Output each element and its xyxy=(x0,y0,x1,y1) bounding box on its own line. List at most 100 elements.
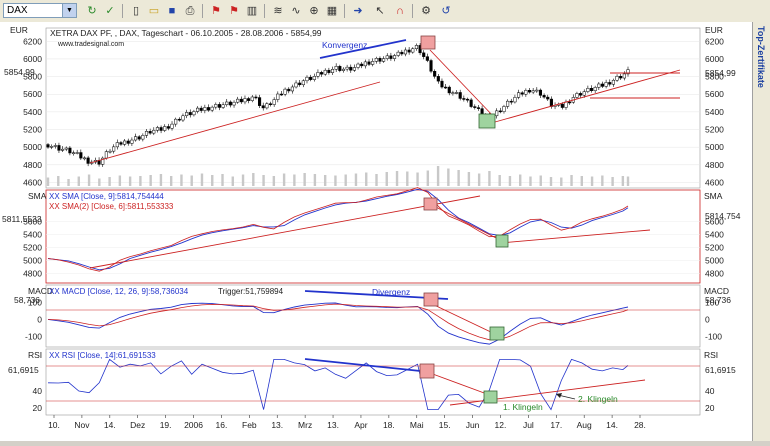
chart-canvas[interactable]: 6200 6200 6000 6000 5800 5800 5600 5600 5400 5400… xyxy=(0,22,752,441)
volume-bar xyxy=(98,178,101,186)
volume-bar xyxy=(149,175,152,186)
y-tick-label: 100 xyxy=(28,297,42,307)
last-value-right: 5854,99 xyxy=(705,68,736,78)
symbol-select[interactable]: DAX ▼ xyxy=(3,3,77,18)
volume-bar xyxy=(211,175,214,186)
save-icon[interactable]: ■ xyxy=(168,5,176,17)
price-trendline xyxy=(429,49,496,119)
sma-trendline xyxy=(429,203,501,241)
candle-body xyxy=(403,49,408,55)
candle-body xyxy=(188,112,192,116)
x-tick-label: 18. xyxy=(383,420,395,430)
x-tick-label: 28. xyxy=(634,420,646,430)
magnet-icon[interactable]: ∩ xyxy=(396,5,404,17)
toolbar-divider xyxy=(264,4,265,18)
candle-body xyxy=(462,98,466,100)
rsi-annotation-1: 1. Klingeln xyxy=(503,402,543,412)
candle-body xyxy=(210,106,214,111)
indicator-icon[interactable]: ∿ xyxy=(291,5,301,17)
flag-icon[interactable]: ⚑ xyxy=(211,5,221,17)
candle-body xyxy=(192,111,196,116)
volume-bar xyxy=(626,176,630,186)
candle-body xyxy=(502,106,506,112)
volume-bar xyxy=(365,172,368,186)
toolbar: DAX ▼ ↻ ✓ ▯ ▭ ■ ⎙ ⚑ ⚑ ▥ ≋ ∿ ⊕ ▦ ➜ ↖ ∩ ⚙ … xyxy=(0,0,770,23)
candle-body xyxy=(425,56,429,61)
candle-body xyxy=(108,150,112,153)
chart-area[interactable]: 6200 6200 6000 6000 5800 5800 5600 5600 5400 5400… xyxy=(0,22,752,441)
chart-type-icon[interactable]: ▥ xyxy=(246,5,258,17)
y-tick-label: 5000 xyxy=(705,255,724,265)
volume-bar xyxy=(529,176,532,186)
volume-bar xyxy=(169,176,173,186)
flag-icon[interactable]: ⚑ xyxy=(229,5,239,17)
toolbar-divider xyxy=(344,4,345,18)
candle-body xyxy=(166,126,170,129)
candle-body xyxy=(334,66,338,70)
candle-body xyxy=(316,72,320,77)
indicator-icon[interactable]: ≋ xyxy=(273,5,283,17)
side-panel[interactable]: Top-Zertifikate xyxy=(752,22,770,441)
top-marker xyxy=(423,292,439,307)
top-marker xyxy=(419,363,435,379)
cursor-icon[interactable]: ↖ xyxy=(375,5,385,17)
y-tick-label: 0 xyxy=(37,314,42,324)
volume-bar xyxy=(159,174,163,186)
volume-bar xyxy=(323,175,327,186)
zoom-icon[interactable]: ⊕ xyxy=(309,5,319,17)
volume-bar xyxy=(252,173,255,186)
x-tick-label: 13. xyxy=(271,420,283,430)
y-tick-label: 6200 xyxy=(705,36,724,46)
volume-bar xyxy=(447,168,450,186)
undo-icon[interactable]: ↺ xyxy=(441,5,451,17)
refresh-icon[interactable]: ↻ xyxy=(87,5,97,17)
volume-bar xyxy=(436,166,440,186)
candle-body xyxy=(451,92,455,94)
settings-icon[interactable]: ⚙ xyxy=(421,5,431,17)
candle-body xyxy=(411,48,415,53)
volume-bar xyxy=(508,176,512,186)
volume-bar xyxy=(303,173,306,186)
y-tick-label: 4800 xyxy=(23,160,42,170)
candle-body xyxy=(287,88,291,92)
candle-body xyxy=(57,145,61,151)
candle-body xyxy=(221,104,225,108)
x-tick-label: 13. xyxy=(327,420,339,430)
convergence-line xyxy=(319,39,407,59)
arrow-left-icon xyxy=(556,393,562,398)
y-tick-label: 5400 xyxy=(23,229,42,239)
rsi-label-left: RSI xyxy=(28,350,42,360)
y-tick-label: 4600 xyxy=(23,177,42,187)
candle-body xyxy=(433,71,437,77)
volume-bar xyxy=(467,172,471,186)
document-icon[interactable]: ▯ xyxy=(132,5,140,17)
volume-bar xyxy=(180,174,183,186)
volume-bar xyxy=(611,177,614,186)
candle-body xyxy=(258,97,262,106)
candle-body xyxy=(513,97,517,103)
candle-body xyxy=(604,82,608,87)
sma-line-6 xyxy=(47,187,629,272)
y-tick-label: 4600 xyxy=(705,177,724,187)
candle-body xyxy=(447,86,451,94)
x-tick-label: Aug xyxy=(577,420,592,430)
toolbar-divider xyxy=(412,4,413,18)
candle-body xyxy=(133,136,138,141)
volume-bar xyxy=(416,172,419,186)
candle-body xyxy=(232,101,236,106)
volume-bar xyxy=(139,176,142,186)
volume-bar xyxy=(282,173,286,186)
volume-bar xyxy=(498,175,501,186)
candle-body xyxy=(535,89,539,92)
chart-type-icon[interactable]: ▦ xyxy=(326,5,338,17)
open-icon[interactable]: ▭ xyxy=(148,5,160,17)
chevron-down-icon[interactable]: ▼ xyxy=(62,4,76,17)
print-icon[interactable]: ⎙ xyxy=(185,5,195,17)
indicator-lines xyxy=(47,187,629,411)
tick-icon[interactable]: ✓ xyxy=(105,5,115,17)
arrow-right-icon[interactable]: ➜ xyxy=(353,5,363,17)
volume-bar xyxy=(457,170,460,186)
volume-bar xyxy=(406,171,409,186)
volume-bar xyxy=(570,175,573,186)
candle-body xyxy=(626,69,630,75)
